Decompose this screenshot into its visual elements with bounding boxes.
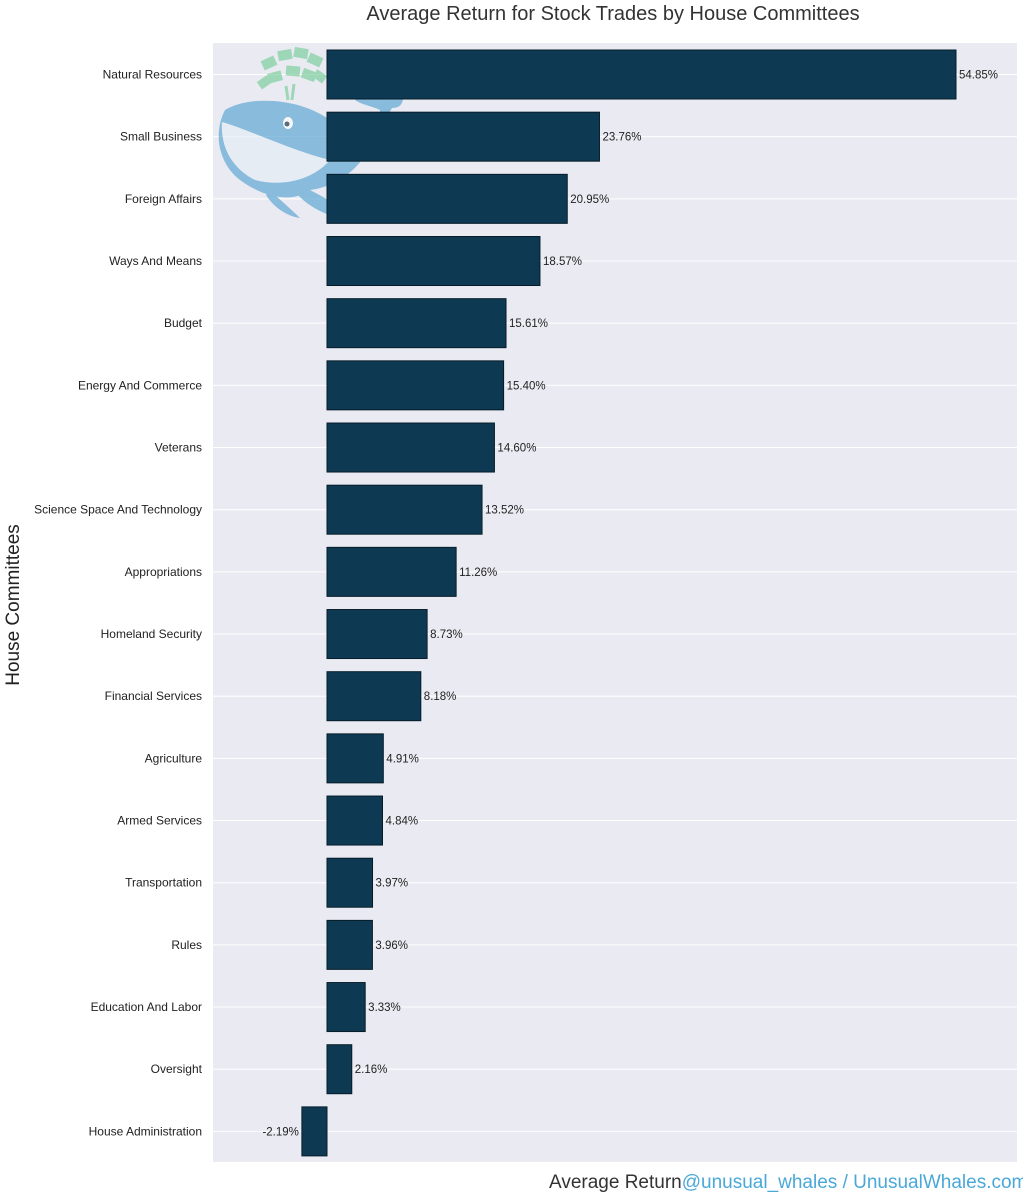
category-label: Foreign Affairs	[125, 192, 202, 206]
x-axis-label-text: Average Return	[549, 1172, 682, 1193]
data-label: 3.97%	[376, 878, 409, 890]
bar	[301, 1106, 328, 1157]
bar	[326, 546, 457, 597]
credit-text: @unusual_whales / UnusualWhales.com	[681, 1172, 1023, 1193]
category-label: Rules	[171, 938, 202, 952]
data-label: 18.57%	[543, 256, 582, 268]
bars	[301, 49, 957, 1157]
bar	[326, 733, 384, 784]
category-label: House Administration	[89, 1124, 202, 1138]
category-label: Oversight	[151, 1062, 203, 1076]
data-label: 54.85%	[959, 70, 998, 82]
category-label: Small Business	[120, 130, 202, 144]
data-label: 4.91%	[386, 753, 419, 765]
bar	[326, 795, 384, 846]
data-label: 3.96%	[375, 940, 408, 952]
bar	[326, 919, 373, 970]
data-label: -2.19%	[262, 1126, 298, 1138]
category-label: Veterans	[155, 441, 202, 455]
data-label: 23.76%	[602, 132, 641, 144]
category-label: Agriculture	[145, 751, 203, 765]
category-label: Education And Labor	[91, 1000, 202, 1014]
value-labels: 54.85% 23.76% 20.95% 18.57% 15.61% 15.40% 14.6…	[262, 70, 998, 1139]
data-label: 13.52%	[485, 505, 524, 517]
category-label: Budget	[164, 316, 203, 330]
data-label: 2.16%	[355, 1064, 388, 1076]
data-label: 8.18%	[424, 691, 457, 703]
category-label: Homeland Security	[101, 627, 202, 641]
data-label: 14.60%	[497, 443, 536, 455]
bar	[326, 484, 483, 535]
category-label: Natural Resources	[103, 68, 202, 82]
plot-background	[213, 43, 1017, 1162]
bar-chart: 54.85% 23.76% 20.95% 18.57% 15.61% 15.40% 14.6…	[34, 43, 1017, 1162]
data-label: 20.95%	[570, 194, 609, 206]
category-label: Ways And Means	[109, 254, 202, 268]
chart-title: Average Return for Stock Trades by House…	[366, 3, 860, 25]
y-axis-label: House Committees	[3, 524, 24, 686]
bar	[326, 857, 374, 908]
category-label: Financial Services	[105, 689, 202, 703]
bar	[326, 298, 507, 349]
category-label: Appropriations	[125, 565, 202, 579]
x-axis-label: Average Return@unusual_whales / UnusualW…	[549, 1172, 1023, 1194]
bar	[326, 173, 568, 224]
bar	[326, 671, 422, 722]
bar	[326, 982, 366, 1033]
bar	[326, 49, 957, 100]
whale-logo-icon	[218, 46, 406, 220]
data-label: 11.26%	[459, 567, 497, 579]
bar	[326, 236, 541, 287]
category-label: Armed Services	[117, 814, 202, 828]
data-label: 3.33%	[368, 1002, 401, 1014]
bar	[326, 111, 600, 162]
bar	[326, 422, 495, 473]
category-label: Transportation	[125, 876, 202, 890]
category-label: Energy And Commerce	[78, 378, 202, 392]
data-label: 4.84%	[386, 816, 419, 828]
category-label: Science Space And Technology	[34, 503, 202, 517]
bar	[326, 609, 428, 660]
bar	[326, 360, 505, 411]
bar	[326, 1044, 353, 1095]
data-label: 15.40%	[507, 380, 546, 392]
data-label: 8.73%	[430, 629, 463, 641]
data-label: 15.61%	[509, 318, 548, 330]
category-labels: Natural Resources Small Business Foreign A…	[34, 68, 203, 1139]
